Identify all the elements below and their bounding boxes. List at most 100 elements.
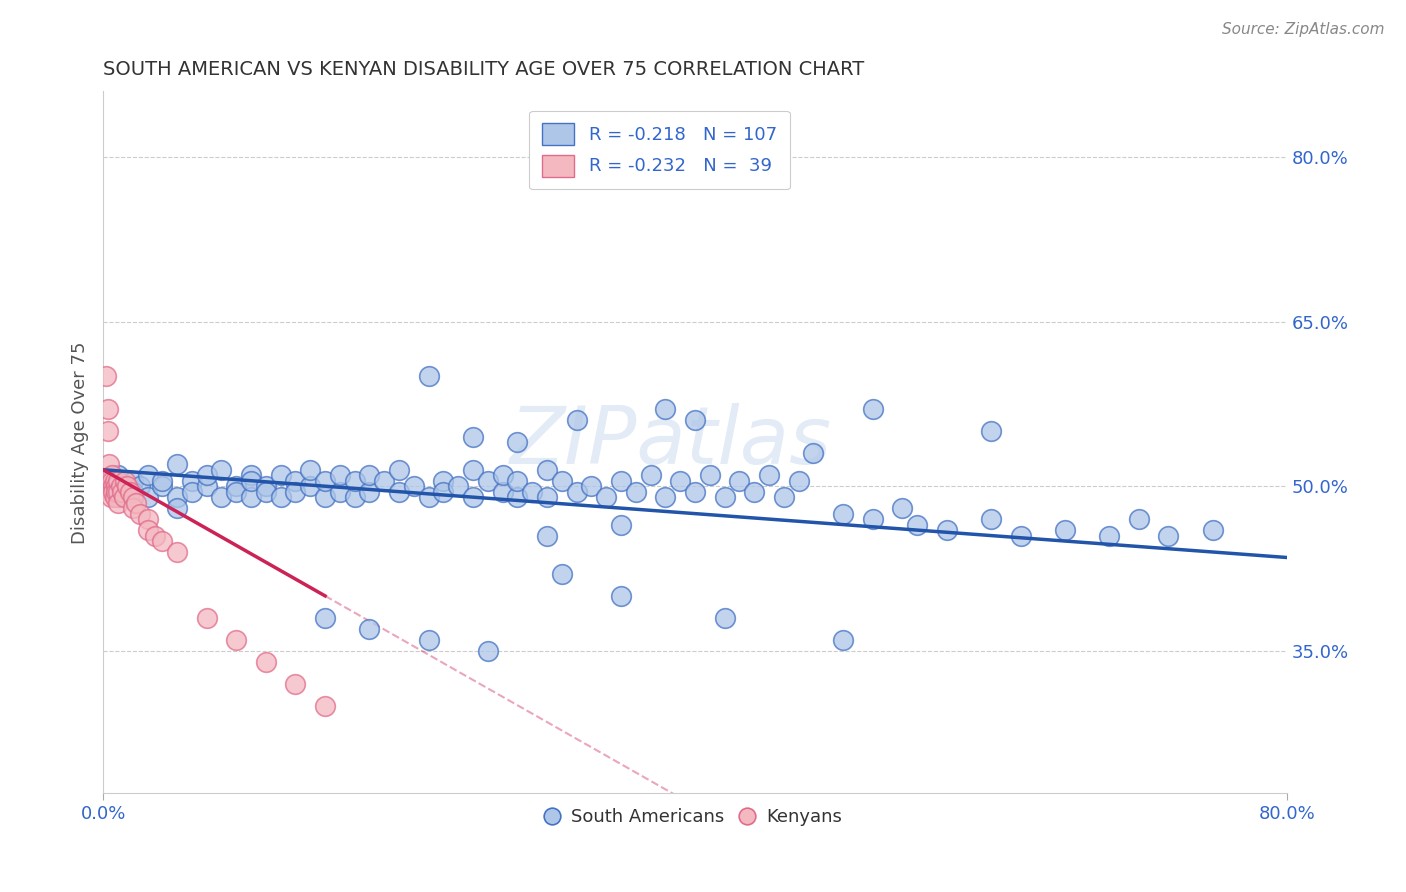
Point	[100, 490, 122, 504]
Point	[136, 512, 159, 526]
Point	[980, 425, 1002, 439]
Point	[536, 463, 558, 477]
Text: SOUTH AMERICAN VS KENYAN DISABILITY AGE OVER 75 CORRELATION CHART: SOUTH AMERICAN VS KENYAN DISABILITY AGE …	[103, 60, 865, 78]
Point	[107, 496, 129, 510]
Point	[101, 474, 124, 488]
Point	[477, 474, 499, 488]
Point	[150, 474, 173, 488]
Point	[359, 622, 381, 636]
Point	[105, 484, 128, 499]
Point	[551, 474, 574, 488]
Point	[905, 517, 928, 532]
Point	[388, 484, 411, 499]
Point	[373, 474, 395, 488]
Point	[536, 528, 558, 542]
Point	[477, 644, 499, 658]
Point	[432, 484, 454, 499]
Point	[359, 468, 381, 483]
Point	[862, 512, 884, 526]
Point	[461, 490, 484, 504]
Point	[654, 402, 676, 417]
Point	[115, 479, 138, 493]
Point	[402, 479, 425, 493]
Point	[97, 402, 120, 417]
Point	[1202, 523, 1225, 537]
Y-axis label: Disability Age Over 75: Disability Age Over 75	[72, 341, 89, 543]
Point	[1053, 523, 1076, 537]
Point	[491, 484, 513, 499]
Point	[314, 611, 336, 625]
Point	[107, 484, 129, 499]
Point	[98, 457, 121, 471]
Point	[121, 474, 143, 488]
Point	[669, 474, 692, 488]
Point	[343, 474, 366, 488]
Point	[832, 507, 855, 521]
Point	[100, 484, 122, 499]
Point	[100, 474, 122, 488]
Point	[195, 468, 218, 483]
Point	[418, 490, 440, 504]
Point	[329, 468, 352, 483]
Point	[314, 490, 336, 504]
Point	[211, 463, 233, 477]
Point	[772, 490, 794, 504]
Point	[180, 484, 202, 499]
Point	[418, 632, 440, 647]
Point	[94, 369, 117, 384]
Point	[314, 698, 336, 713]
Point	[713, 611, 735, 625]
Point	[103, 484, 125, 499]
Point	[225, 632, 247, 647]
Point	[284, 474, 307, 488]
Point	[610, 589, 633, 603]
Point	[270, 468, 292, 483]
Point	[211, 490, 233, 504]
Point	[104, 490, 127, 504]
Point	[125, 496, 148, 510]
Point	[105, 479, 128, 493]
Point	[610, 474, 633, 488]
Point	[1128, 512, 1150, 526]
Point	[166, 545, 188, 559]
Point	[581, 479, 603, 493]
Point	[1010, 528, 1032, 542]
Point	[101, 468, 124, 483]
Point	[787, 474, 810, 488]
Point	[640, 468, 662, 483]
Point	[107, 490, 129, 504]
Point	[461, 430, 484, 444]
Point	[166, 501, 188, 516]
Point	[610, 517, 633, 532]
Point	[522, 484, 544, 499]
Point	[506, 474, 529, 488]
Point	[104, 474, 127, 488]
Point	[935, 523, 957, 537]
Point	[742, 484, 765, 499]
Point	[624, 484, 647, 499]
Point	[136, 490, 159, 504]
Point	[418, 369, 440, 384]
Point	[758, 468, 780, 483]
Point	[136, 523, 159, 537]
Point	[100, 474, 122, 488]
Point	[284, 484, 307, 499]
Point	[136, 468, 159, 483]
Point	[713, 490, 735, 504]
Point	[98, 479, 121, 493]
Point	[254, 479, 277, 493]
Point	[254, 655, 277, 669]
Legend: South Americans, Kenyans: South Americans, Kenyans	[541, 801, 849, 833]
Point	[891, 501, 914, 516]
Point	[388, 463, 411, 477]
Point	[565, 413, 588, 427]
Point	[683, 484, 706, 499]
Point	[150, 534, 173, 549]
Point	[180, 474, 202, 488]
Point	[270, 490, 292, 504]
Point	[299, 463, 322, 477]
Point	[195, 611, 218, 625]
Point	[314, 474, 336, 488]
Text: Source: ZipAtlas.com: Source: ZipAtlas.com	[1222, 22, 1385, 37]
Point	[506, 490, 529, 504]
